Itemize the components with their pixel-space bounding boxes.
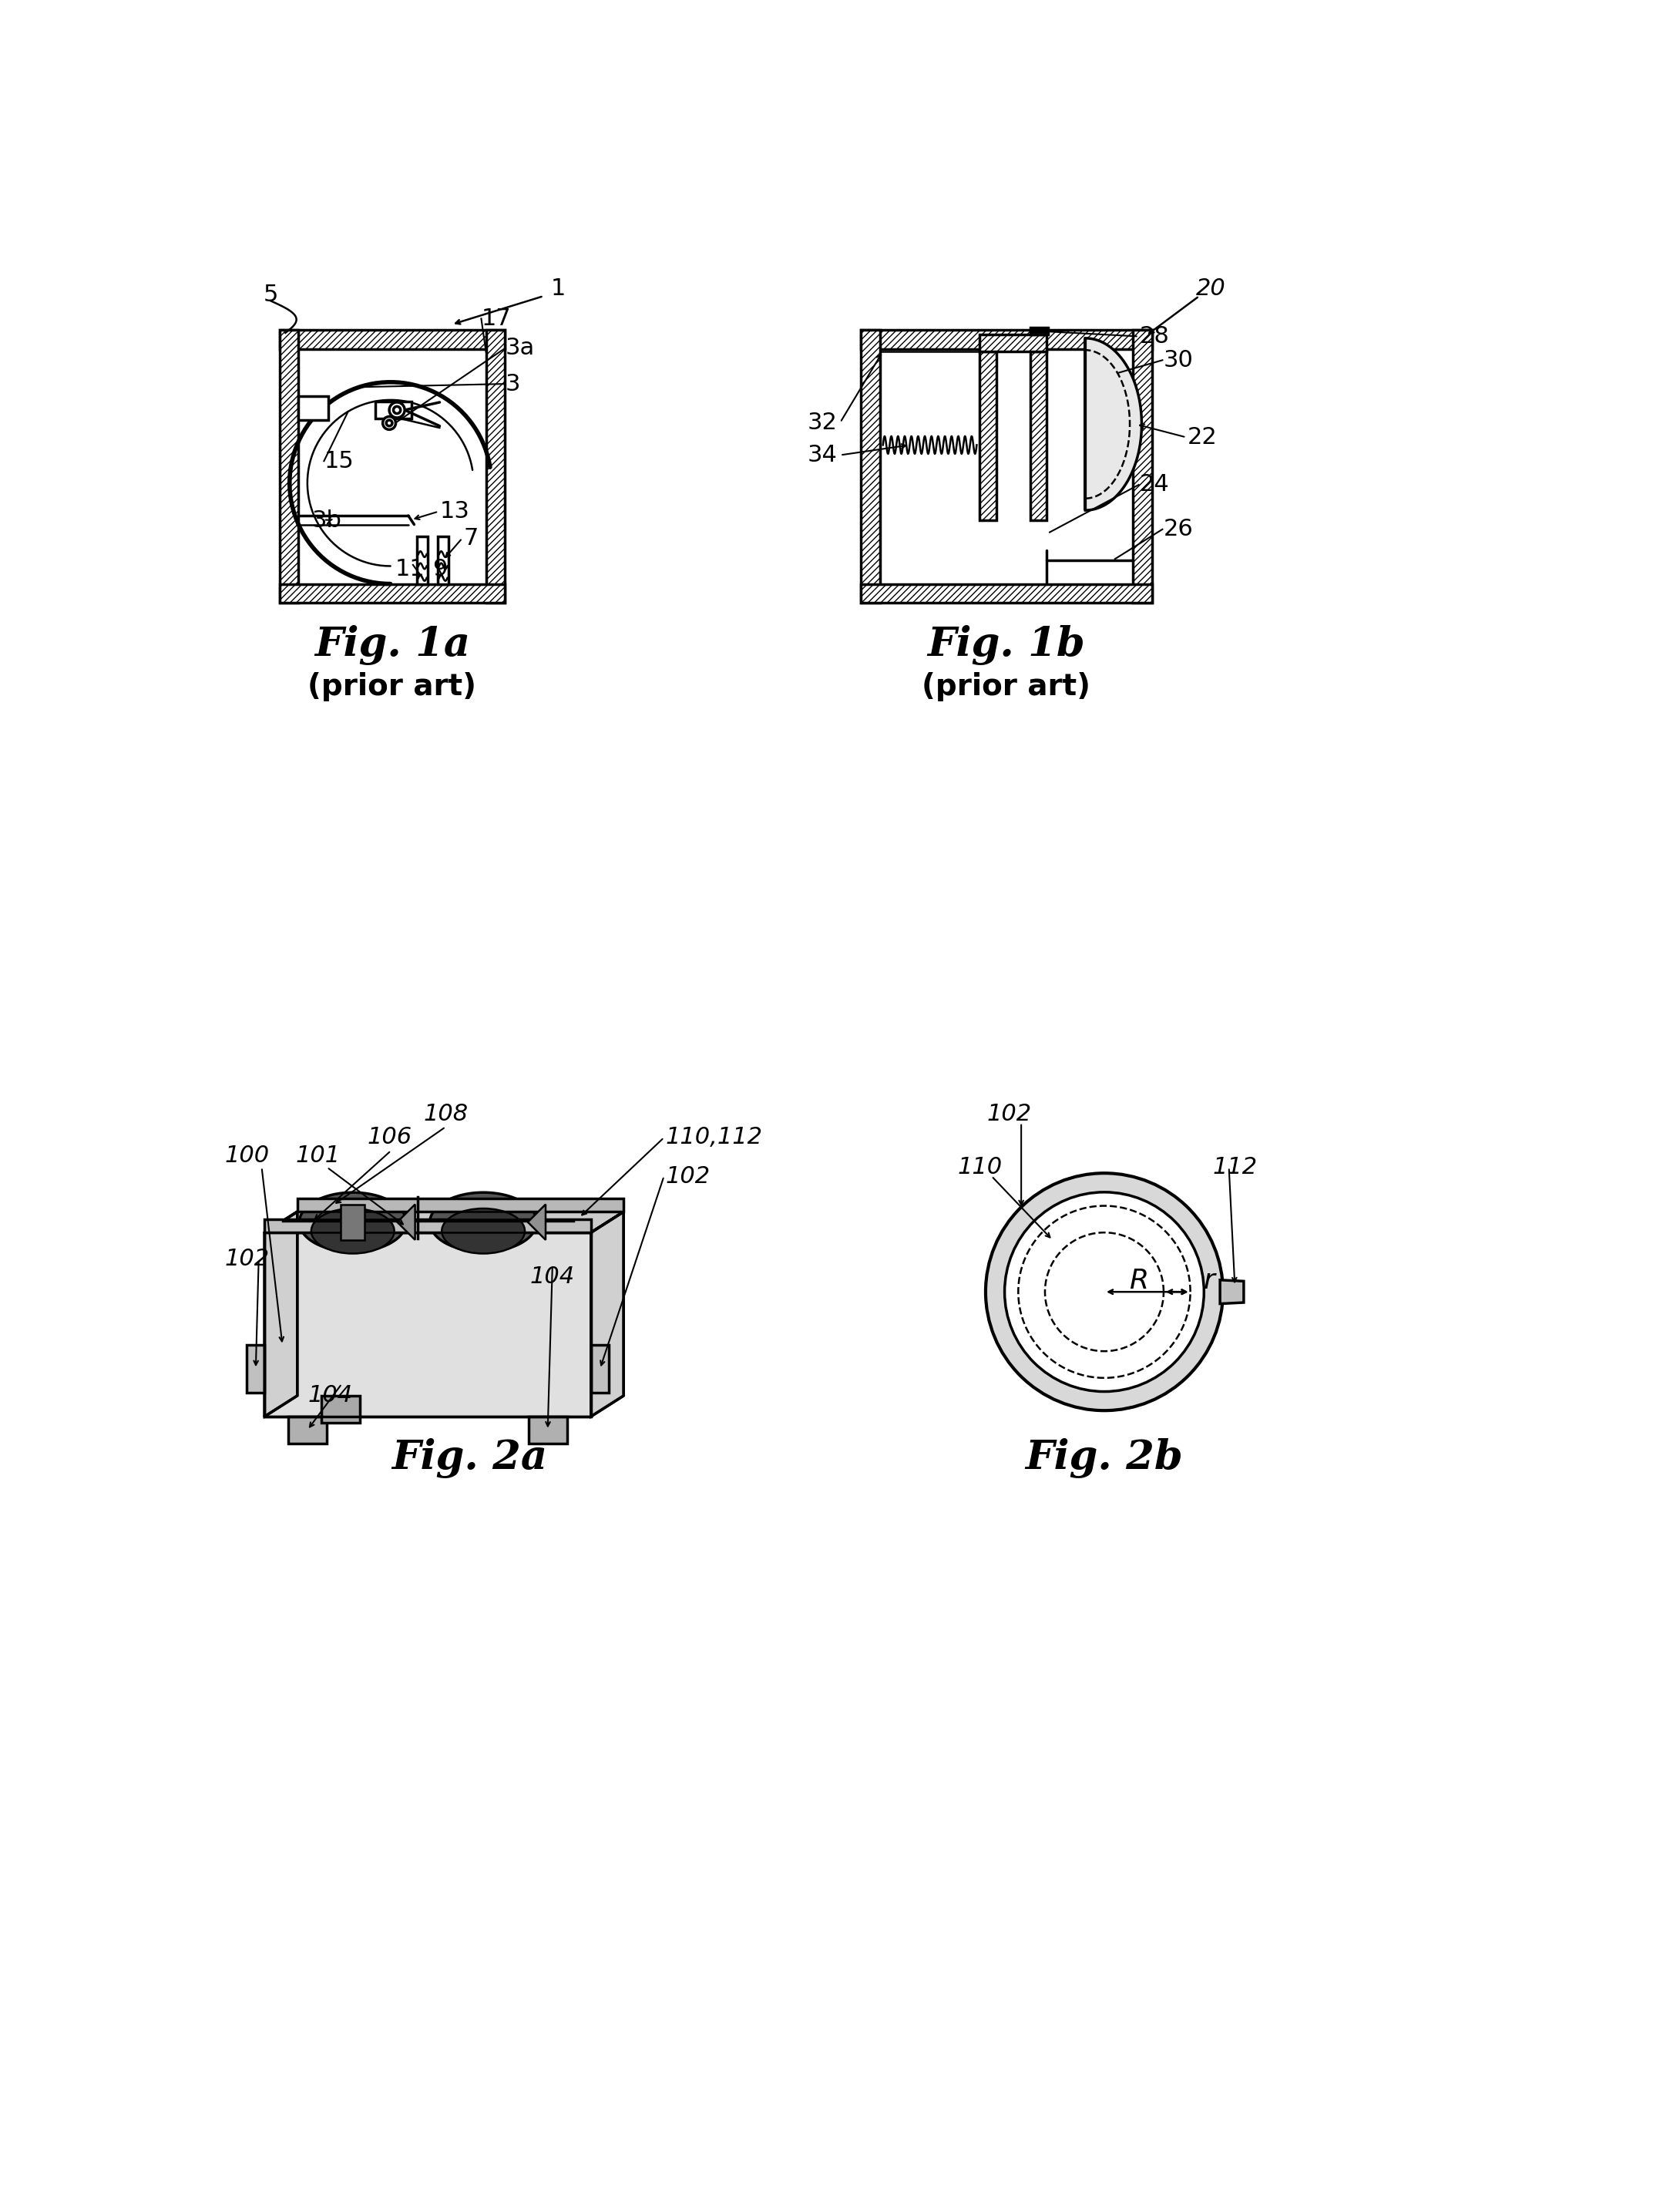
- Text: 100: 100: [225, 1144, 269, 1166]
- Text: 102: 102: [665, 1164, 711, 1186]
- Bar: [299, 397, 328, 421]
- Text: R: R: [1129, 1268, 1147, 1294]
- Text: 15: 15: [324, 450, 354, 472]
- Bar: [880, 348, 1132, 584]
- Bar: [417, 536, 428, 584]
- Text: 5: 5: [264, 284, 277, 306]
- Circle shape: [383, 417, 396, 430]
- Text: 104: 104: [307, 1385, 353, 1407]
- Text: 13: 13: [440, 501, 470, 523]
- Ellipse shape: [442, 1208, 524, 1255]
- Polygon shape: [297, 1200, 623, 1213]
- Text: 17: 17: [480, 306, 511, 331]
- Bar: [376, 401, 412, 419]
- Text: 1: 1: [551, 278, 566, 300]
- Text: 3b: 3b: [312, 509, 343, 531]
- Text: Fig. 1b: Fig. 1b: [927, 624, 1085, 666]
- Text: 106: 106: [366, 1127, 412, 1149]
- Polygon shape: [265, 1219, 591, 1233]
- Bar: [862, 584, 1152, 602]
- Bar: [1030, 329, 1048, 335]
- Bar: [279, 331, 299, 602]
- Ellipse shape: [311, 1208, 395, 1255]
- Bar: [862, 331, 1152, 348]
- Polygon shape: [528, 1204, 546, 1239]
- Text: 34: 34: [808, 443, 837, 465]
- Bar: [862, 331, 880, 602]
- Text: 102: 102: [225, 1248, 269, 1270]
- Text: (prior art): (prior art): [922, 673, 1090, 701]
- Polygon shape: [265, 1213, 297, 1416]
- Text: 30: 30: [1164, 348, 1193, 370]
- Text: 110,112: 110,112: [665, 1127, 763, 1149]
- Bar: [979, 335, 1047, 351]
- Text: Fig. 2b: Fig. 2b: [1025, 1438, 1183, 1477]
- Circle shape: [390, 401, 405, 417]
- Bar: [1132, 331, 1152, 602]
- Text: 101: 101: [296, 1144, 341, 1166]
- Text: 104: 104: [529, 1266, 575, 1288]
- Text: 110: 110: [958, 1155, 1001, 1177]
- Polygon shape: [1220, 1279, 1243, 1303]
- Circle shape: [986, 1173, 1223, 1411]
- Polygon shape: [591, 1345, 608, 1394]
- Text: 26: 26: [1164, 518, 1193, 540]
- Polygon shape: [321, 1396, 360, 1422]
- Polygon shape: [265, 1213, 623, 1233]
- Text: 112: 112: [1213, 1155, 1257, 1177]
- Ellipse shape: [430, 1193, 536, 1252]
- Circle shape: [1005, 1193, 1205, 1391]
- Bar: [438, 536, 449, 584]
- Text: 7: 7: [464, 527, 479, 549]
- Text: 11: 11: [395, 558, 425, 580]
- Text: (prior art): (prior art): [307, 673, 477, 701]
- Ellipse shape: [299, 1193, 407, 1252]
- Text: 24: 24: [1141, 474, 1169, 496]
- Bar: [486, 331, 506, 602]
- Polygon shape: [289, 1416, 328, 1444]
- Text: 32: 32: [808, 412, 837, 434]
- Bar: [299, 348, 486, 584]
- Text: r: r: [1203, 1268, 1215, 1294]
- Polygon shape: [396, 1204, 415, 1239]
- Text: 28: 28: [1141, 324, 1169, 348]
- Text: 102: 102: [986, 1102, 1032, 1125]
- Polygon shape: [1085, 337, 1142, 509]
- Bar: [979, 351, 996, 520]
- Text: 20: 20: [1196, 278, 1226, 300]
- Circle shape: [393, 406, 400, 415]
- Circle shape: [386, 421, 391, 426]
- Bar: [279, 331, 506, 348]
- Text: 3: 3: [506, 373, 521, 395]
- Polygon shape: [247, 1345, 265, 1394]
- Text: Fig. 2a: Fig. 2a: [391, 1438, 548, 1477]
- Polygon shape: [591, 1213, 623, 1416]
- Text: 3a: 3a: [506, 337, 534, 359]
- Bar: [1030, 351, 1047, 520]
- Bar: [279, 584, 506, 602]
- Text: 9: 9: [432, 558, 447, 580]
- Bar: [341, 1204, 365, 1239]
- Polygon shape: [265, 1233, 591, 1416]
- Polygon shape: [529, 1416, 568, 1444]
- Text: 108: 108: [423, 1102, 469, 1125]
- Text: Fig. 1a: Fig. 1a: [314, 624, 470, 666]
- Text: 22: 22: [1188, 426, 1218, 448]
